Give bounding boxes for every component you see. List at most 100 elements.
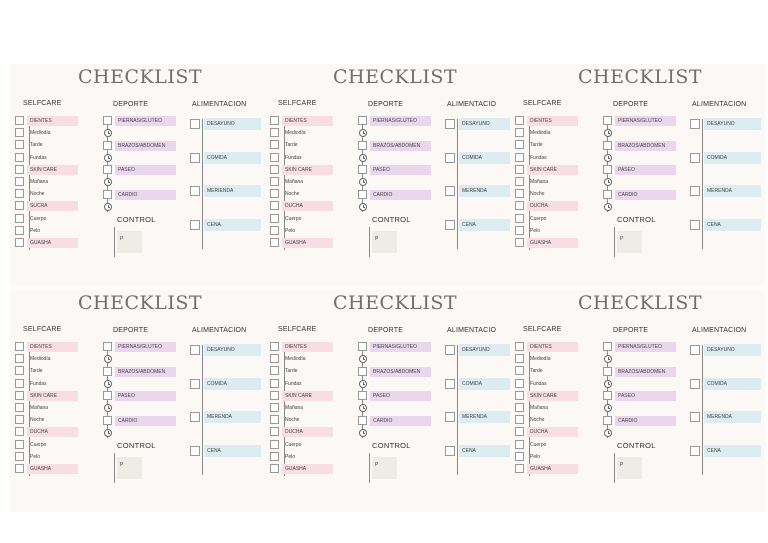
deporte-checkbox[interactable] [103,342,112,351]
alimentacion-checkbox[interactable] [445,152,455,163]
deporte-checkbox[interactable] [103,165,112,174]
alimentacion-checkbox[interactable] [445,119,455,129]
alimentacion-checkbox[interactable] [190,378,200,389]
control-field[interactable]: P [617,457,642,479]
alimentacion-checkbox[interactable] [190,186,200,196]
selfcare-checkbox[interactable] [15,152,24,162]
selfcare-checkbox[interactable] [515,116,524,125]
selfcare-checkbox[interactable] [515,439,524,449]
alimentacion-checkbox[interactable] [445,378,455,389]
selfcare-checkbox[interactable] [270,116,279,125]
selfcare-checkbox[interactable] [270,140,279,150]
alimentacion-checkbox[interactable] [445,219,455,230]
alimentacion-checkbox[interactable] [445,445,455,456]
deporte-checkbox[interactable] [103,189,112,199]
selfcare-checkbox[interactable] [515,464,524,473]
selfcare-checkbox[interactable] [270,390,279,400]
alimentacion-checkbox[interactable] [690,378,700,389]
selfcare-checkbox[interactable] [15,116,24,125]
alimentacion-checkbox[interactable] [190,119,200,129]
deporte-checkbox[interactable] [103,415,112,425]
selfcare-checkbox[interactable] [515,213,524,223]
selfcare-checkbox[interactable] [15,366,24,376]
selfcare-checkbox[interactable] [270,439,279,449]
deporte-checkbox[interactable] [103,366,112,376]
deporte-checkbox[interactable] [358,189,367,199]
selfcare-checkbox[interactable] [270,213,279,223]
selfcare-checkbox[interactable] [270,152,279,162]
deporte-checkbox[interactable] [358,165,367,174]
selfcare-checkbox[interactable] [515,128,524,138]
alimentacion-checkbox[interactable] [690,119,700,129]
alimentacion-checkbox[interactable] [190,345,200,355]
selfcare-checkbox[interactable] [15,238,24,247]
alimentacion-checkbox[interactable] [690,186,700,196]
alimentacion-checkbox[interactable] [445,345,455,355]
selfcare-checkbox[interactable] [270,464,279,473]
selfcare-checkbox[interactable] [15,427,24,437]
selfcare-checkbox[interactable] [15,464,24,473]
selfcare-checkbox[interactable] [270,164,279,174]
selfcare-checkbox[interactable] [515,415,524,425]
deporte-checkbox[interactable] [603,342,612,351]
selfcare-checkbox[interactable] [270,378,279,388]
selfcare-checkbox[interactable] [515,403,524,412]
selfcare-checkbox[interactable] [270,415,279,425]
deporte-checkbox[interactable] [358,140,367,150]
selfcare-checkbox[interactable] [15,378,24,388]
selfcare-checkbox[interactable] [515,225,524,235]
selfcare-checkbox[interactable] [270,451,279,461]
selfcare-checkbox[interactable] [15,225,24,235]
selfcare-checkbox[interactable] [515,427,524,437]
alimentacion-checkbox[interactable] [445,412,455,422]
selfcare-checkbox[interactable] [515,390,524,400]
selfcare-checkbox[interactable] [515,164,524,174]
selfcare-checkbox[interactable] [15,415,24,425]
deporte-checkbox[interactable] [603,391,612,400]
deporte-checkbox[interactable] [358,415,367,425]
alimentacion-checkbox[interactable] [690,152,700,163]
selfcare-checkbox[interactable] [515,238,524,247]
selfcare-checkbox[interactable] [515,366,524,376]
control-field[interactable]: P [617,231,642,253]
alimentacion-checkbox[interactable] [190,412,200,422]
control-field[interactable]: P [372,231,397,253]
selfcare-checkbox[interactable] [270,225,279,235]
selfcare-checkbox[interactable] [515,342,524,351]
selfcare-checkbox[interactable] [15,342,24,351]
alimentacion-checkbox[interactable] [190,152,200,163]
alimentacion-checkbox[interactable] [690,345,700,355]
control-field[interactable]: P [117,457,142,479]
alimentacion-checkbox[interactable] [190,219,200,230]
deporte-checkbox[interactable] [603,189,612,199]
selfcare-checkbox[interactable] [515,189,524,199]
selfcare-checkbox[interactable] [15,403,24,412]
selfcare-checkbox[interactable] [15,189,24,199]
selfcare-checkbox[interactable] [15,213,24,223]
control-field[interactable]: P [117,231,142,253]
selfcare-checkbox[interactable] [15,140,24,150]
selfcare-checkbox[interactable] [270,128,279,138]
selfcare-checkbox[interactable] [270,342,279,351]
selfcare-checkbox[interactable] [15,128,24,138]
selfcare-checkbox[interactable] [515,152,524,162]
selfcare-checkbox[interactable] [15,390,24,400]
selfcare-checkbox[interactable] [15,439,24,449]
selfcare-checkbox[interactable] [515,140,524,150]
deporte-checkbox[interactable] [358,366,367,376]
deporte-checkbox[interactable] [103,391,112,400]
selfcare-checkbox[interactable] [270,427,279,437]
deporte-checkbox[interactable] [358,391,367,400]
selfcare-checkbox[interactable] [270,403,279,412]
selfcare-checkbox[interactable] [270,189,279,199]
selfcare-checkbox[interactable] [270,201,279,211]
selfcare-checkbox[interactable] [515,354,524,364]
deporte-checkbox[interactable] [603,366,612,376]
selfcare-checkbox[interactable] [270,177,279,186]
selfcare-checkbox[interactable] [270,238,279,247]
deporte-checkbox[interactable] [103,140,112,150]
selfcare-checkbox[interactable] [15,451,24,461]
selfcare-checkbox[interactable] [515,378,524,388]
selfcare-checkbox[interactable] [270,366,279,376]
selfcare-checkbox[interactable] [15,177,24,186]
